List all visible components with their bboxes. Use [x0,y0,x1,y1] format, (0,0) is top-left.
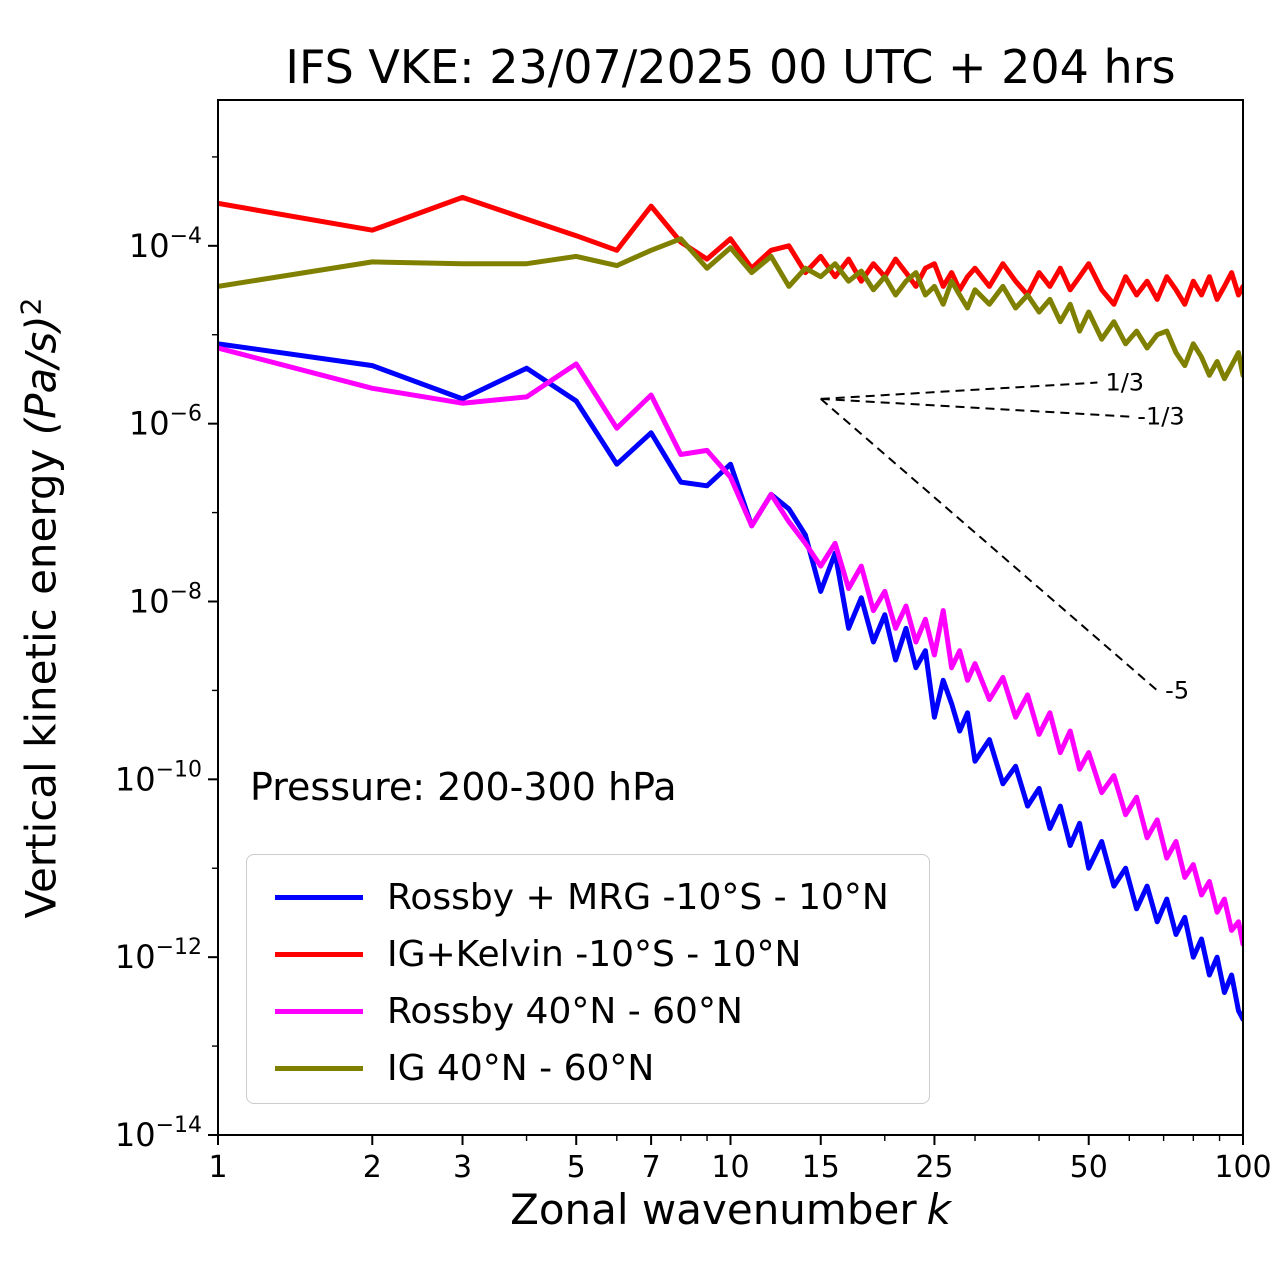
legend-line-swatch-magenta [275,1009,363,1014]
x-tick-label: 50 [1070,1150,1108,1185]
legend-label: Rossby + MRG -10°S - 10°N [387,877,889,918]
x-tick-label: 5 [567,1150,586,1185]
y-tick-label: 10−12 [115,935,202,976]
series-lines [218,194,1243,1022]
slope-line [820,381,1098,400]
x-tick-label: 15 [802,1150,840,1185]
series-line-rossby-mrg-10-s-10-n [218,341,1243,1022]
legend-line-swatch-olive [275,1066,363,1071]
reference-slope-lines: 1/3 -1/3 -5 [820,369,1189,704]
legend-item: IG 40°N - 60°N [263,1040,929,1097]
slope-label: -1/3 [1137,403,1184,431]
y-tick-label: 10−4 [129,224,202,265]
chart-title: IFS VKE: 23/07/2025 00 UTC + 204 hrs [285,40,1176,94]
series-line-rossby-40-n-60-n [218,345,1243,947]
slope-line [820,398,1158,692]
x-tick-label: 2 [363,1150,382,1185]
x-axis-label: Zonal wavenumber k [218,1185,1243,1234]
y-tick-label: 10−6 [129,402,202,443]
x-axis-label-text: Zonal wavenumber [510,1185,917,1234]
legend-line-swatch-blue [275,895,363,900]
axes-spines [217,99,1244,1136]
y-axis-label: Vertical kinetic energy (Pa/s)2 [15,298,66,919]
series-line-ig-40-n-60-n [218,236,1243,382]
y-tick-label: 10−10 [115,757,202,798]
x-tick-label: 3 [453,1150,472,1185]
legend-item: IG+Kelvin -10°S - 10°N [263,926,929,983]
x-tick-label: 7 [642,1150,661,1185]
x-tick-label: 100 [1214,1150,1271,1185]
pressure-annotation: Pressure: 200-300 hPa [250,765,677,809]
legend-item: Rossby + MRG -10°S - 10°N [263,869,929,926]
legend-label: IG+Kelvin -10°S - 10°N [387,934,802,975]
x-axis-label-variable: k [926,1185,951,1234]
y-axis-label-unit: (Pa/s) [16,315,66,436]
legend-line-swatch-red [275,952,363,957]
x-tick-label: 10 [711,1150,749,1185]
slope-line [820,397,1130,418]
x-tick-label: 1 [208,1150,227,1185]
y-axis-ticks: 10−4 10−6 10−8 10−10 10−12 10−14 [115,156,218,1154]
y-axis-label-exponent: 2 [14,297,48,316]
x-tick-label: 25 [915,1150,953,1185]
y-tick-label: 10−8 [129,579,202,620]
legend-label: IG 40°N - 60°N [387,1048,655,1089]
y-tick-label: 10−14 [115,1113,202,1154]
slope-label: -5 [1165,676,1189,704]
legend: Rossby + MRG -10°S - 10°N IG+Kelvin -10°… [246,854,930,1104]
legend-label: Rossby 40°N - 60°N [387,991,743,1032]
y-axis-label-text: Vertical kinetic energy [16,435,66,919]
series-line-ig-kelvin-10-s-10-n [218,194,1243,307]
legend-item: Rossby 40°N - 60°N [263,983,929,1040]
slope-label: 1/3 [1105,369,1144,397]
x-axis-ticks: 1 2 3 5 7 10 15 25 50 100 [208,1135,1272,1185]
